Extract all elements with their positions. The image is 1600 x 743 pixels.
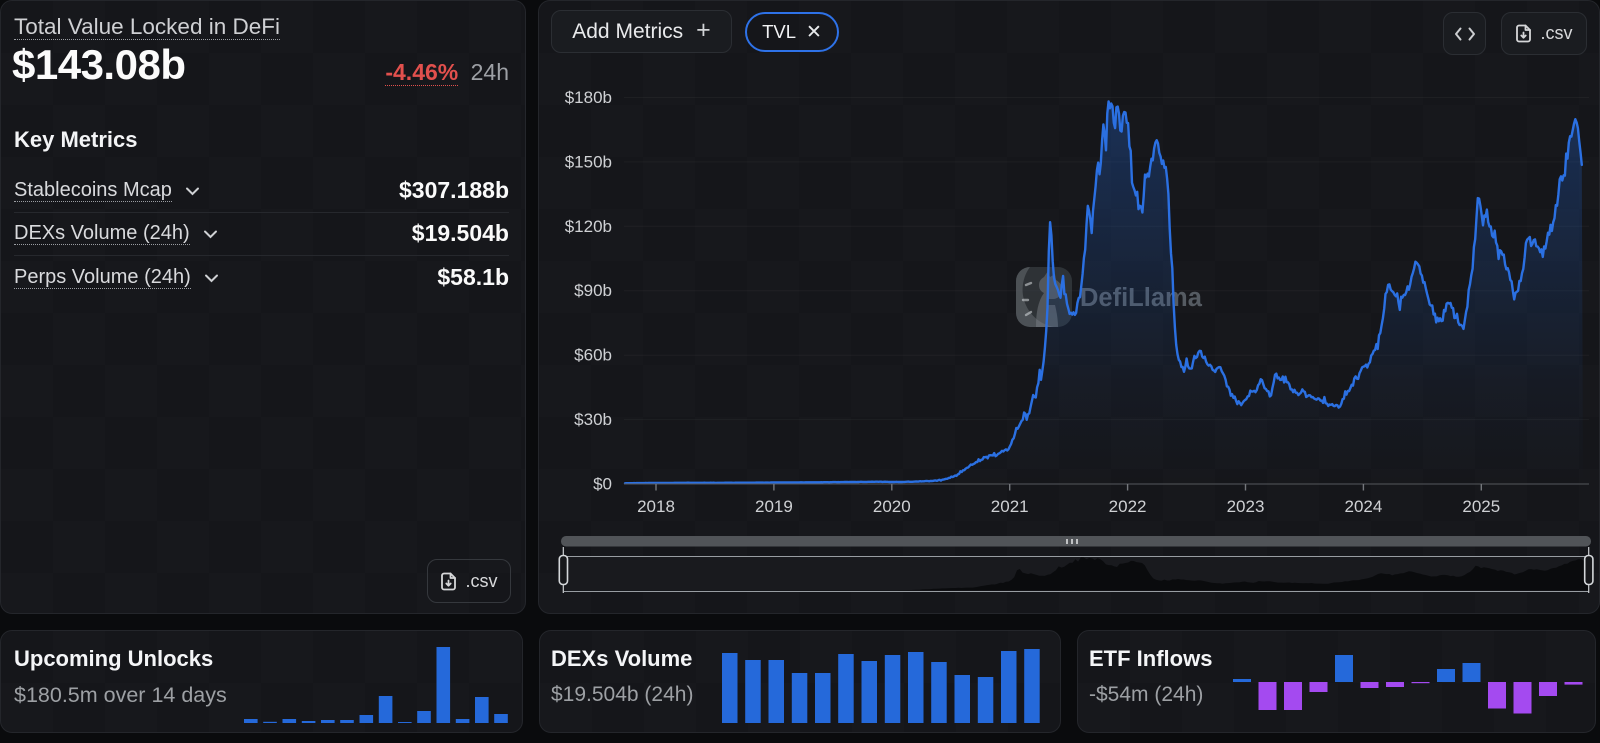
svg-text:2024: 2024 (1344, 497, 1382, 516)
svg-text:$120b: $120b (565, 217, 612, 236)
svg-text:2019: 2019 (755, 497, 793, 516)
svg-text:$60b: $60b (574, 346, 612, 365)
svg-text:2018: 2018 (637, 497, 675, 516)
svg-text:2020: 2020 (873, 497, 911, 516)
svg-text:$90b: $90b (574, 281, 612, 300)
svg-text:2025: 2025 (1462, 497, 1500, 516)
svg-text:$30b: $30b (574, 410, 612, 429)
svg-text:$150b: $150b (565, 152, 612, 171)
svg-text:2021: 2021 (991, 497, 1029, 516)
svg-text:2022: 2022 (1109, 497, 1147, 516)
svg-text:2023: 2023 (1227, 497, 1265, 516)
svg-text:$0: $0 (593, 475, 612, 494)
svg-text:$180b: $180b (565, 88, 612, 107)
